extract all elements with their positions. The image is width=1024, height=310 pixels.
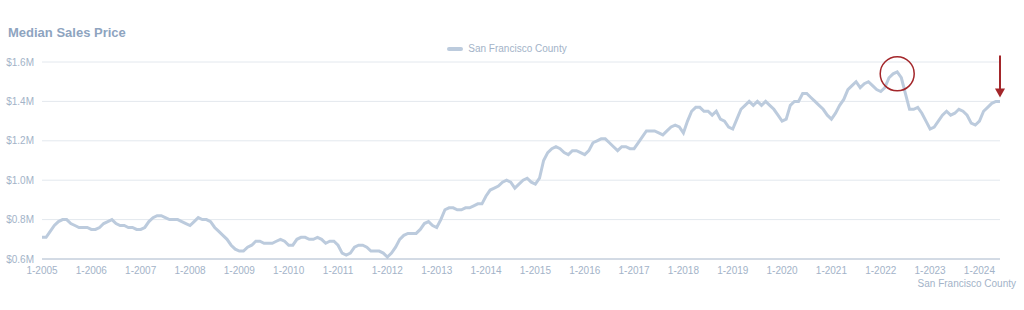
svg-text:1-2019: 1-2019 <box>717 265 749 276</box>
svg-text:1-2020: 1-2020 <box>767 265 799 276</box>
svg-text:$1.0M: $1.0M <box>8 175 34 186</box>
svg-text:1-2012: 1-2012 <box>372 265 404 276</box>
html-text:Median Sales Price: Median Sales Price <box>8 25 126 40</box>
svg-text:1-2010: 1-2010 <box>273 265 305 276</box>
svg-text:$0.6M: $0.6M <box>8 254 34 265</box>
svg-text:1-2009: 1-2009 <box>224 265 256 276</box>
svg-text:1-2017: 1-2017 <box>618 265 650 276</box>
html-text:San Francisco County: San Francisco County <box>917 278 1016 289</box>
svg-text:$1.6M: $1.6M <box>8 57 34 68</box>
svg-text:1-2022: 1-2022 <box>865 265 897 276</box>
svg-text:1-2016: 1-2016 <box>569 265 601 276</box>
svg-text:1-2024: 1-2024 <box>964 265 996 276</box>
svg-text:1-2023: 1-2023 <box>915 265 947 276</box>
svg-text:1-2018: 1-2018 <box>668 265 700 276</box>
svg-text:1-2021: 1-2021 <box>816 265 848 276</box>
svg-text:1-2006: 1-2006 <box>76 265 108 276</box>
svg-text:1-2008: 1-2008 <box>174 265 206 276</box>
svg-text:$0.8M: $0.8M <box>8 214 34 225</box>
svg-text:1-2005: 1-2005 <box>26 265 58 276</box>
html-text:San Francisco County: San Francisco County <box>468 43 567 54</box>
svg-text:1-2013: 1-2013 <box>421 265 453 276</box>
svg-text:1-2007: 1-2007 <box>125 265 157 276</box>
svg-text:$1.2M: $1.2M <box>8 135 34 146</box>
svg-text:1-2015: 1-2015 <box>520 265 552 276</box>
svg-text:1-2011: 1-2011 <box>323 265 354 276</box>
svg-text:1-2014: 1-2014 <box>470 265 502 276</box>
svg-text:$1.4M: $1.4M <box>8 96 34 107</box>
